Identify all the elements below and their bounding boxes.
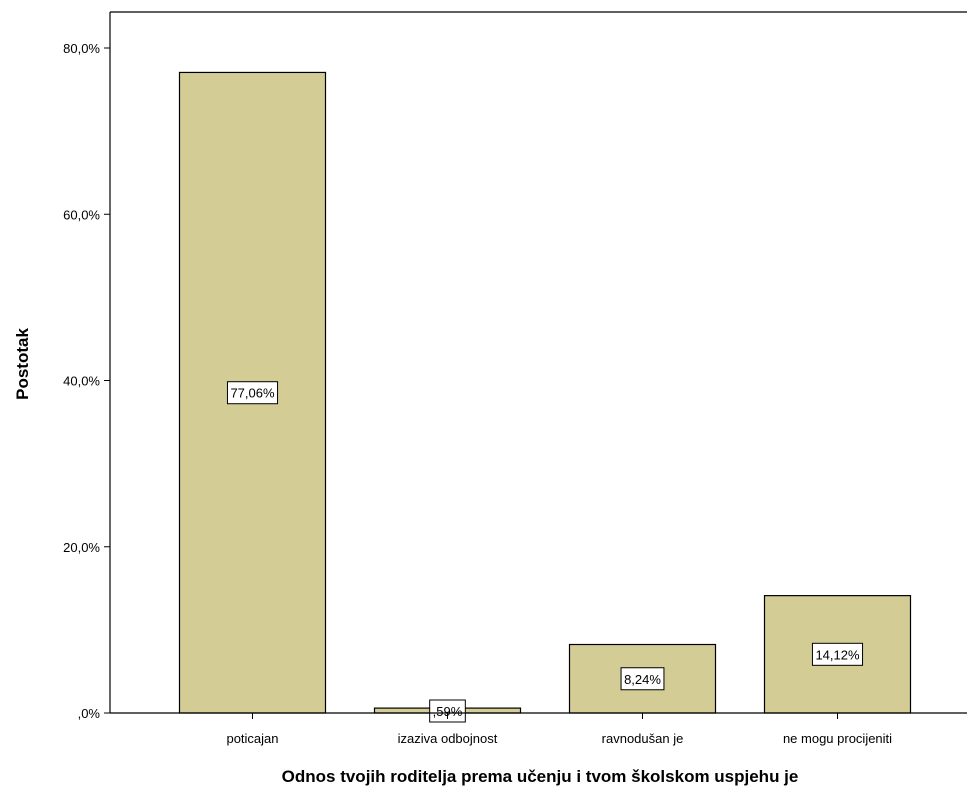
y-tick-label: 20,0% [63, 540, 100, 555]
x-tick-label: ne mogu procijeniti [783, 731, 892, 746]
y-tick-label: ,0% [78, 706, 101, 721]
data-label-box [429, 699, 466, 723]
x-axis-title: Odnos tvojih roditelja prema učenju i tv… [282, 767, 799, 786]
axes-layer: ,0% 20,0% 40,0% 60,0% 80,0% poticajan izaziva … [63, 11, 967, 746]
data-label-text: ,59% [433, 704, 463, 719]
data-label: ,59% [429, 699, 466, 723]
data-label-text: 8,24% [624, 672, 661, 687]
x-tick-label: poticajan [226, 731, 278, 746]
data-label: 77,06% [226, 381, 279, 405]
y-tick-label: 80,0% [63, 41, 100, 56]
y-axis-title: Postotak [13, 328, 32, 400]
x-tick-label: ravnodušan je [602, 731, 684, 746]
data-label-text: 14,12% [815, 647, 860, 662]
y-tick-label: 40,0% [63, 374, 100, 389]
data-label-box [811, 642, 864, 666]
data-label: 14,12% [811, 642, 864, 666]
data-label-text: 77,06% [230, 386, 275, 401]
data-label: 8,24% [620, 667, 665, 691]
data-labels-layer: 77,06% ,59% 8,24% 14,12% [226, 381, 864, 723]
bars-layer [178, 71, 912, 714]
data-label-box [226, 381, 279, 405]
x-tick-label: izaziva odbojnost [398, 731, 498, 746]
data-label-box [620, 667, 665, 691]
y-tick-label: 60,0% [63, 207, 100, 222]
